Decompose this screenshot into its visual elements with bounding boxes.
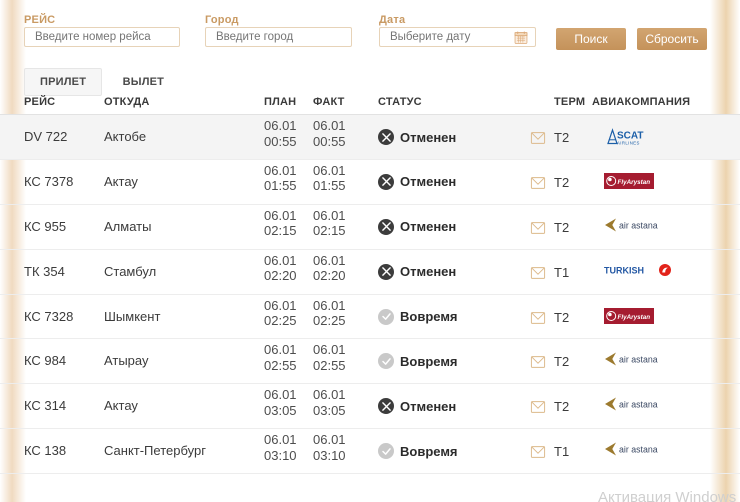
svg-text:FlyArystan: FlyArystan bbox=[618, 314, 651, 321]
svg-text:FlyArystan: FlyArystan bbox=[618, 179, 651, 186]
svg-text:air astana: air astana bbox=[619, 220, 658, 230]
svg-text:AIRLINES: AIRLINES bbox=[617, 141, 640, 146]
svg-text:air astana: air astana bbox=[619, 400, 658, 410]
svg-text:TURKISH: TURKISH bbox=[604, 265, 644, 275]
svg-text:air astana: air astana bbox=[619, 445, 658, 455]
svg-text:air astana: air astana bbox=[619, 355, 658, 365]
